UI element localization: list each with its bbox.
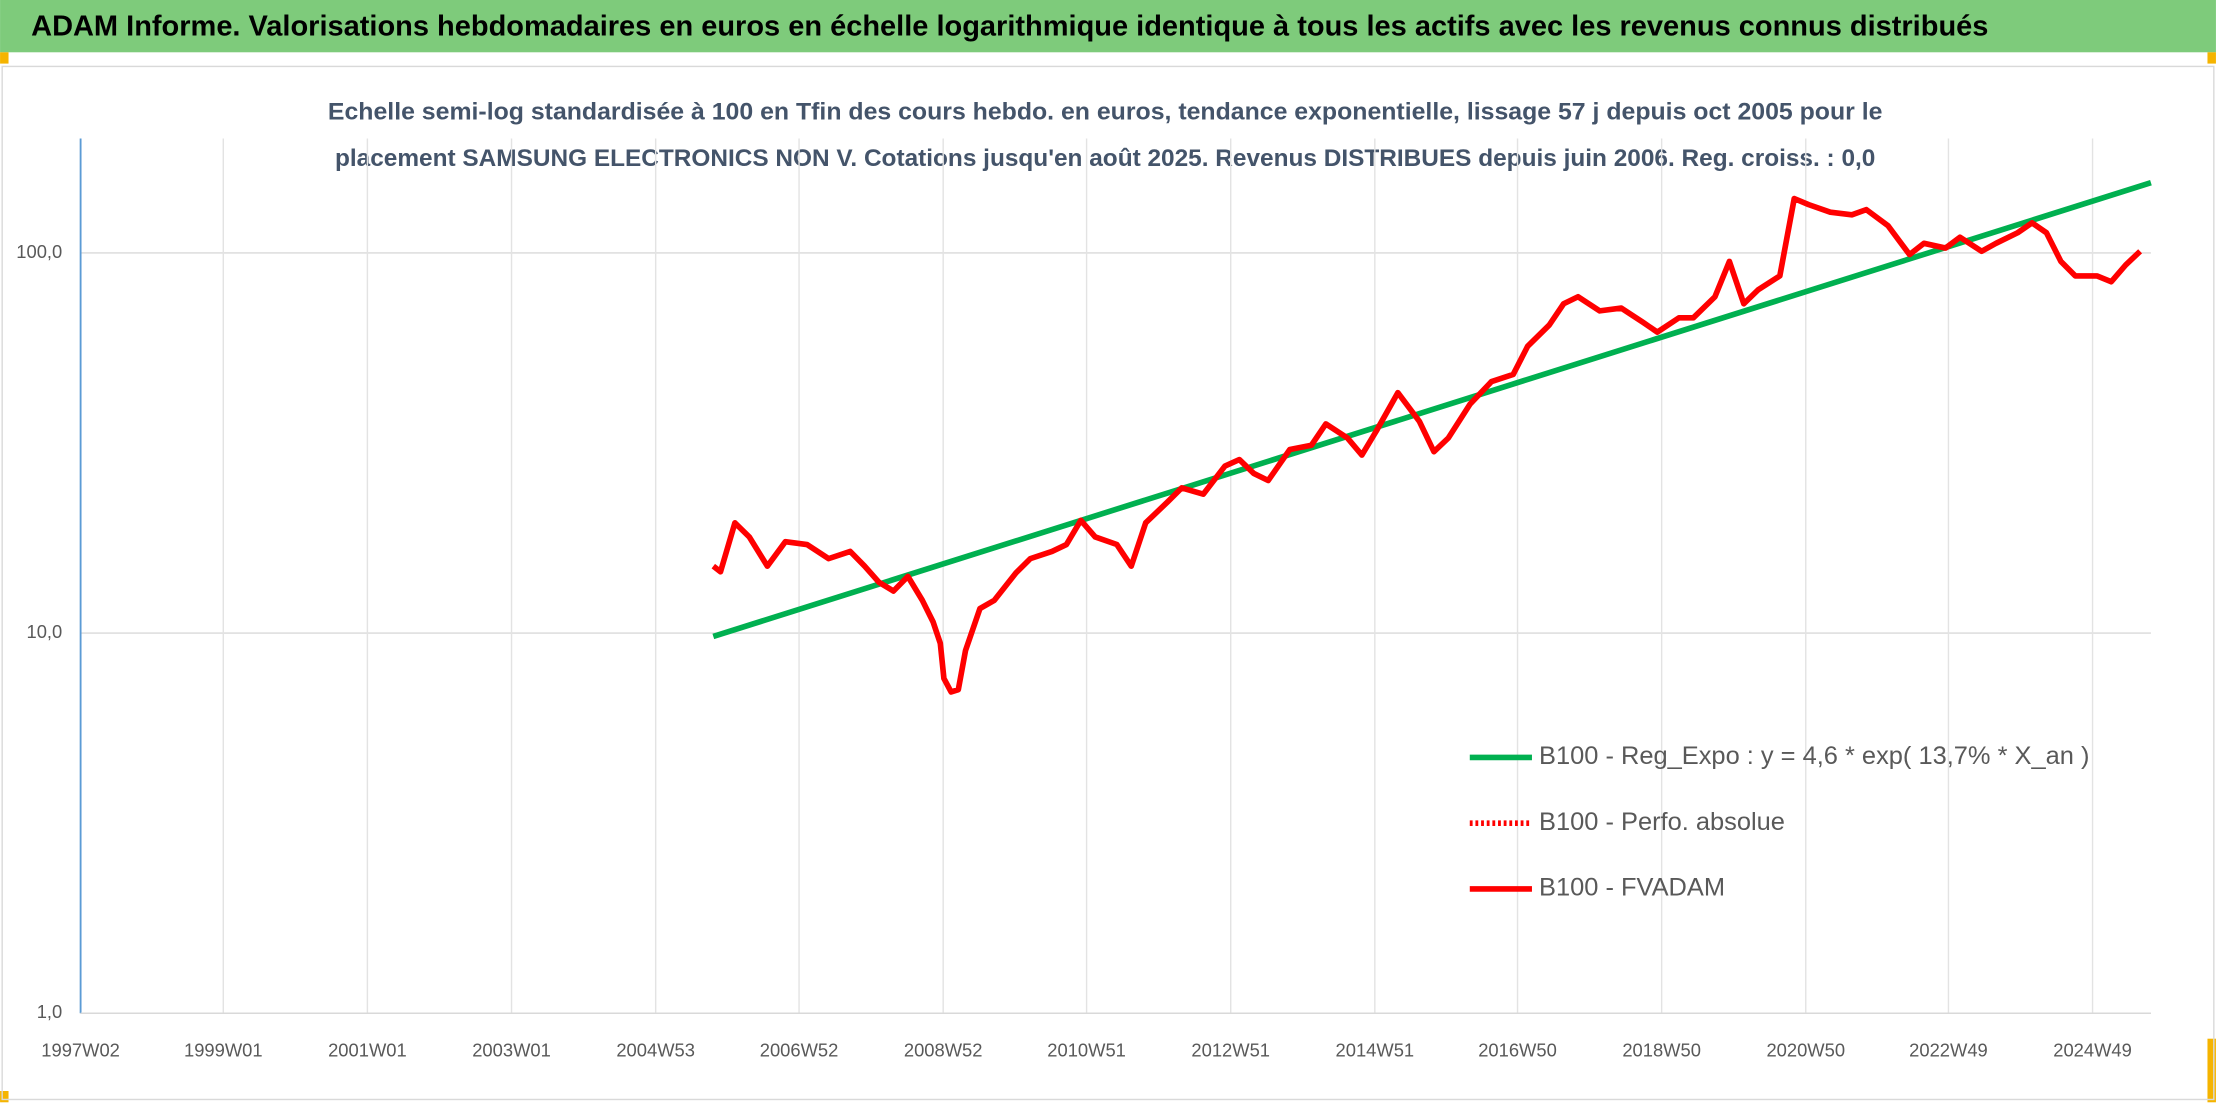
x-tick-label: 2004W53 <box>616 1039 695 1060</box>
corner-mark <box>0 1090 9 1103</box>
y-tick-label: 1,0 <box>37 1001 63 1022</box>
x-tick-label: 1997W02 <box>41 1039 120 1060</box>
y-tick-label: 10,0 <box>27 621 63 642</box>
x-tick-label: 2020W50 <box>1766 1039 1845 1060</box>
chart-title: placement SAMSUNG ELECTRONICS NON V. Cot… <box>335 145 1875 172</box>
page-title: ADAM Informe. Valorisations hebdomadaire… <box>31 10 1988 42</box>
legend-label: B100 - Reg_Expo : y = 4,6 * exp( 13,7% *… <box>1539 742 2089 770</box>
corner-mark <box>2207 1038 2216 1103</box>
x-tick-label: 2014W51 <box>1336 1039 1415 1060</box>
chart-title: Echelle semi-log standardisée à 100 en T… <box>328 98 1883 125</box>
series-line <box>712 180 2152 640</box>
y-tick-label: 100,0 <box>16 241 62 262</box>
x-tick-label: 1999W01 <box>184 1039 263 1060</box>
x-tick-label: 2012W51 <box>1191 1039 1270 1060</box>
legend-label: B100 - Perfo. absolue <box>1539 808 1785 836</box>
x-tick-label: 2016W50 <box>1478 1039 1557 1060</box>
x-tick-label: 2018W50 <box>1622 1039 1701 1060</box>
plot-area <box>711 180 2152 695</box>
x-tick-label: 2022W49 <box>1909 1039 1988 1060</box>
legend-label: B100 - FVADAM <box>1539 874 1725 902</box>
x-tick-label: 2024W49 <box>2053 1039 2132 1060</box>
x-tick-label: 2010W51 <box>1047 1039 1126 1060</box>
x-tick-label: 2001W01 <box>328 1039 407 1060</box>
series-line <box>711 195 2143 695</box>
grid: 1,0 10,0 100,0 1997W02 1999W01 2001W01 2003W01… <box>16 138 2151 1060</box>
x-tick-label: 2003W01 <box>472 1039 551 1060</box>
chart-border <box>1 65 2215 1101</box>
corner-mark <box>0 52 9 64</box>
corner-mark <box>2207 52 2216 64</box>
x-tick-label: 2008W52 <box>904 1039 983 1060</box>
legend: B100 - Reg_Expo : y = 4,6 * exp( 13,7% *… <box>1469 742 2089 902</box>
x-tick-label: 2006W52 <box>760 1039 839 1060</box>
title-bar <box>0 0 2216 53</box>
